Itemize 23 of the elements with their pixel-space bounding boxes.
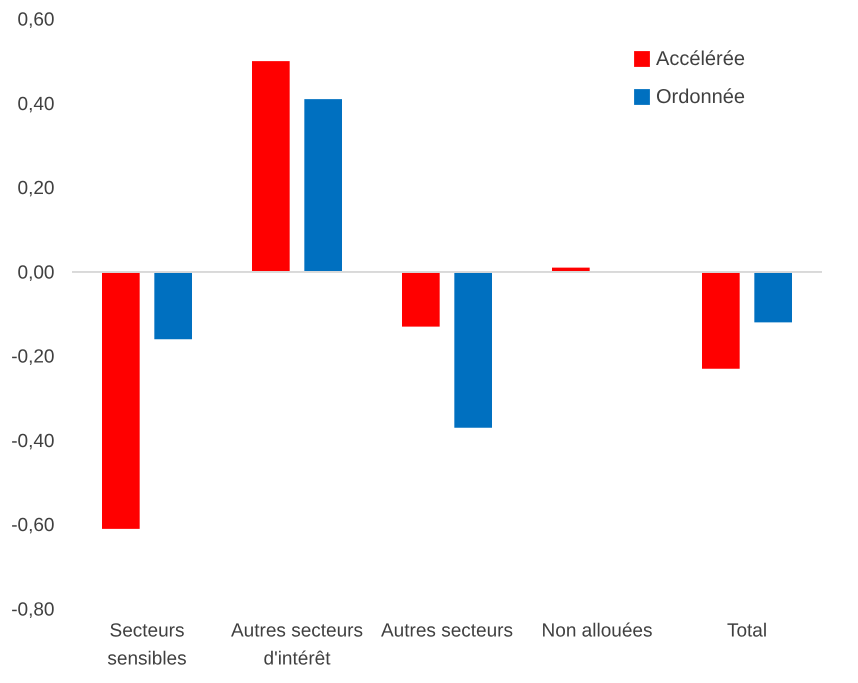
bar: [154, 272, 192, 340]
bar: [304, 99, 342, 272]
bar: [402, 272, 440, 327]
y-tick-label: -0,60: [11, 515, 54, 536]
bar: [702, 272, 740, 369]
x-tick-label: Total: [726, 620, 768, 642]
x-tick-label: Non allouées: [542, 620, 652, 642]
x-tick-label: Secteurs sensibles: [107, 620, 187, 670]
bar: [102, 272, 140, 529]
bar: [754, 272, 792, 322]
legend-label: Accélérée: [656, 48, 745, 70]
bar: [454, 272, 492, 428]
x-tick-label: Autres secteurs: [381, 620, 513, 642]
legend-label: Ordonnée: [656, 86, 745, 108]
x-tick-label: Autres secteurs d'intérêt: [231, 620, 363, 670]
y-tick-label: 0,60: [18, 10, 54, 30]
y-tick-label: 0,00: [18, 262, 54, 284]
y-tick-label: 0,40: [18, 94, 54, 115]
y-tick-label: -0,80: [11, 600, 54, 620]
y-tick-label: 0,20: [18, 178, 54, 200]
y-tick-label: -0,40: [11, 430, 54, 452]
bar: [252, 61, 290, 272]
y-tick-label: -0,20: [11, 346, 54, 368]
